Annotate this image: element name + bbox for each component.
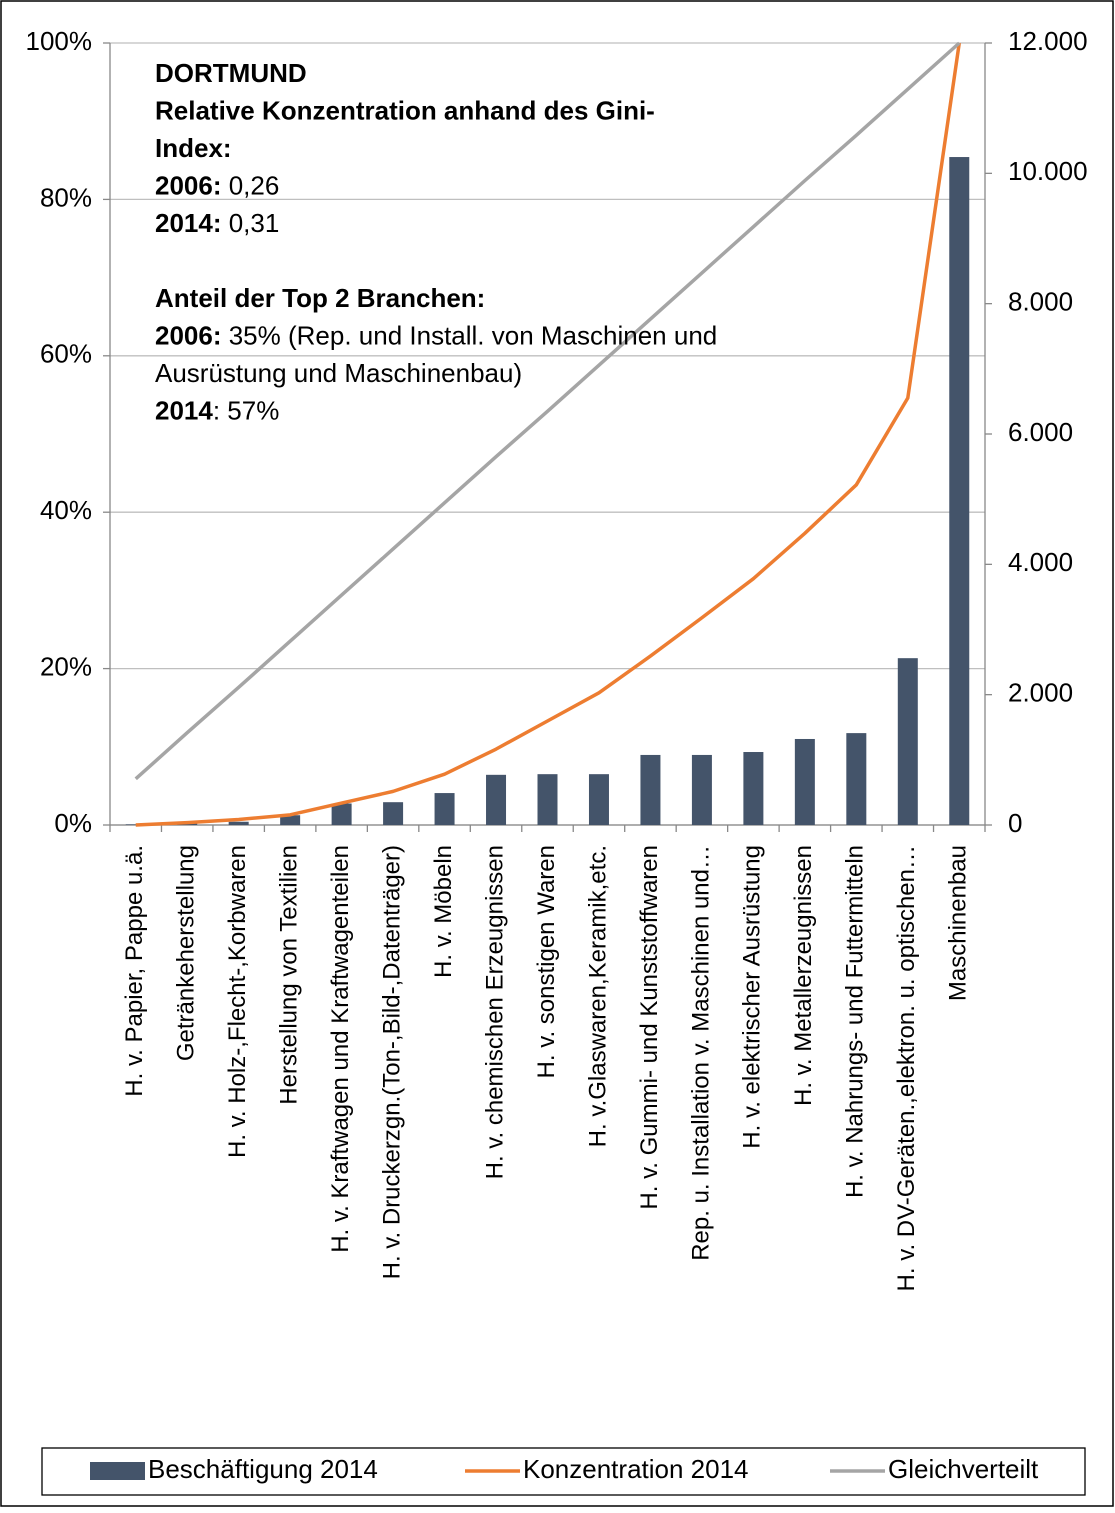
bar bbox=[434, 793, 455, 825]
y2-tick-label: 4.000 bbox=[1008, 547, 1073, 577]
bar bbox=[691, 754, 712, 825]
annotation-bold: 2014: bbox=[155, 208, 222, 238]
bar bbox=[743, 752, 764, 825]
y2-tick-label: 0 bbox=[1008, 808, 1022, 838]
x-tick-label: H. v. Möbeln bbox=[430, 845, 457, 978]
annotation-text: 0,31 bbox=[222, 208, 280, 238]
x-tick-label: H. v. Metallerzeugnissen bbox=[790, 845, 817, 1106]
bar bbox=[331, 803, 352, 825]
y-tick-label: 60% bbox=[40, 339, 92, 369]
annotation: 2014: 0,31 bbox=[155, 208, 279, 238]
y2-tick-label: 8.000 bbox=[1008, 287, 1073, 317]
x-tick-label: H. v. Papier, Pappe u.ä. bbox=[121, 845, 148, 1097]
annotation-bold: DORTMUND bbox=[155, 58, 307, 88]
y-tick-label: 20% bbox=[40, 651, 92, 681]
bar bbox=[897, 658, 918, 825]
x-tick-label: H. v. Kraftwagen und Kraftwagenteilen bbox=[327, 845, 354, 1253]
x-tick-label: Herstellung von Textilien bbox=[275, 845, 302, 1105]
bar bbox=[640, 754, 661, 825]
bar bbox=[537, 774, 558, 825]
x-tick-label: H. v. Druckerzgn.(Ton-,Bild-,Datenträger… bbox=[378, 845, 405, 1279]
bar bbox=[794, 738, 815, 825]
y-tick-label: 80% bbox=[40, 182, 92, 212]
y-tick-label: 0% bbox=[54, 808, 92, 838]
y2-tick-label: 10.000 bbox=[1008, 156, 1088, 186]
legend-label: Gleichverteilt bbox=[888, 1454, 1039, 1484]
annotation-text: : 57% bbox=[213, 395, 280, 425]
bar bbox=[383, 802, 404, 825]
x-tick-label: H. v. DV-Geräten.,elektron. u. optischen… bbox=[893, 845, 920, 1291]
bar bbox=[588, 774, 609, 825]
y2-tick-label: 12.000 bbox=[1008, 26, 1088, 56]
line bbox=[135, 42, 961, 827]
legend-box bbox=[41, 1447, 1086, 1496]
annotation: Index: bbox=[155, 133, 232, 163]
bar bbox=[280, 815, 301, 825]
x-tick-label: H. v. sonstigen Waren bbox=[533, 845, 560, 1078]
annotation-text: 0,26 bbox=[222, 170, 280, 200]
x-tick-label: H. v. Gummi- und Kunststoffwaren bbox=[636, 845, 663, 1210]
x-tick-label: Rep. u. Installation v. Maschinen und… bbox=[687, 845, 714, 1261]
annotation: Anteil der Top 2 Branchen: bbox=[155, 283, 485, 313]
legend-label: Beschäftigung 2014 bbox=[148, 1454, 378, 1484]
annotation: Relative Konzentration anhand des Gini- bbox=[155, 95, 655, 125]
x-tick-label: H. v. Nahrungs- und Futtermitteln bbox=[842, 845, 869, 1198]
y2-tick-label: 2.000 bbox=[1008, 678, 1073, 708]
annotation-text: 35% (Rep. und Install. von Maschinen und bbox=[222, 320, 718, 350]
annotation-bold: Relative Konzentration anhand des Gini- bbox=[155, 95, 655, 125]
x-tick-label: H. v. chemischen Erzeugnissen bbox=[481, 845, 508, 1179]
annotation-bold: 2006: bbox=[155, 320, 222, 350]
y-tick-label: 100% bbox=[26, 26, 93, 56]
legend-label: Konzentration 2014 bbox=[523, 1454, 749, 1484]
x-tick-label: H. v.Glaswaren,Keramik,etc. bbox=[584, 845, 611, 1147]
y2-tick-label: 6.000 bbox=[1008, 417, 1073, 447]
x-tick-label: H. v. Holz-,Flecht-,Korbwaren bbox=[224, 845, 251, 1158]
annotation-bold: 2006: bbox=[155, 170, 222, 200]
annotation: 2006: 35% (Rep. und Install. von Maschin… bbox=[155, 320, 717, 350]
y-tick-label: 40% bbox=[40, 495, 92, 525]
annotation-bold: 2014 bbox=[155, 395, 213, 425]
annotation: DORTMUND bbox=[155, 58, 307, 88]
x-tick-label: Maschinenbau bbox=[945, 845, 972, 1001]
bar bbox=[228, 821, 249, 825]
annotation-bold: Index: bbox=[155, 133, 232, 163]
line bbox=[134, 41, 961, 781]
annotation-text: Ausrüstung und Maschinenbau) bbox=[155, 358, 522, 388]
annotation: Ausrüstung und Maschinenbau) bbox=[155, 358, 522, 388]
bar bbox=[846, 733, 867, 825]
legend-swatch bbox=[90, 1462, 145, 1480]
annotation: 2014: 57% bbox=[155, 395, 279, 425]
x-tick-label: H. v. elektrischer Ausrüstung bbox=[739, 845, 766, 1149]
annotation-bold: Anteil der Top 2 Branchen: bbox=[155, 283, 485, 313]
annotation: 2006: 0,26 bbox=[155, 170, 279, 200]
x-tick-label: Getränkeherstellung bbox=[173, 845, 200, 1061]
bar bbox=[949, 157, 970, 825]
bar bbox=[486, 774, 507, 825]
